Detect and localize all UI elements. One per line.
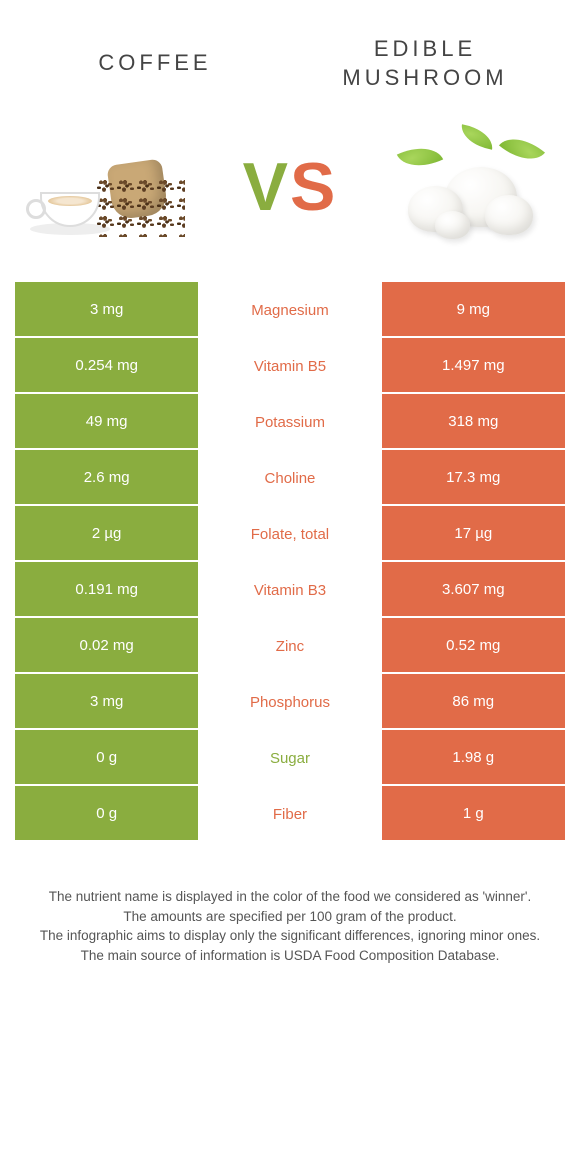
left-value: 2.6 mg	[15, 450, 198, 506]
left-value: 3 mg	[15, 282, 198, 338]
left-value: 0.191 mg	[15, 562, 198, 618]
footer-line: The amounts are specified per 100 gram o…	[30, 907, 550, 927]
right-value: 17 µg	[382, 506, 565, 562]
nutrient-label: Vitamin B5	[198, 338, 381, 394]
right-value: 1.497 mg	[382, 338, 565, 394]
left-value: 0 g	[15, 786, 198, 842]
left-value: 0.02 mg	[15, 618, 198, 674]
nutrient-label: Fiber	[198, 786, 381, 842]
nutrient-label: Folate, total	[198, 506, 381, 562]
table-row: 49 mgPotassium318 mg	[15, 394, 565, 450]
nutrient-label: Zinc	[198, 618, 381, 674]
coffee-illustration	[30, 127, 190, 247]
table-row: 0.254 mgVitamin B51.497 mg	[15, 338, 565, 394]
table-row: 3 mgMagnesium9 mg	[15, 282, 565, 338]
mushroom-illustration	[390, 127, 550, 247]
vs-s: S	[290, 149, 337, 225]
left-food-title: Coffee	[34, 49, 277, 78]
left-value: 49 mg	[15, 394, 198, 450]
table-row: 0.02 mgZinc0.52 mg	[15, 618, 565, 674]
footer-line: The main source of information is USDA F…	[30, 946, 550, 966]
vs-v: V	[243, 149, 290, 225]
table-row: 0.191 mgVitamin B33.607 mg	[15, 562, 565, 618]
nutrient-label: Choline	[198, 450, 381, 506]
right-value: 1 g	[382, 786, 565, 842]
left-value: 2 µg	[15, 506, 198, 562]
nutrient-label: Potassium	[198, 394, 381, 450]
right-value: 318 mg	[382, 394, 565, 450]
right-value: 1.98 g	[382, 730, 565, 786]
footer-notes: The nutrient name is displayed in the co…	[0, 842, 580, 965]
right-value: 86 mg	[382, 674, 565, 730]
left-value: 0 g	[15, 730, 198, 786]
right-value: 3.607 mg	[382, 562, 565, 618]
table-row: 3 mgPhosphorus86 mg	[15, 674, 565, 730]
footer-line: The infographic aims to display only the…	[30, 926, 550, 946]
hero-row: VS	[0, 117, 580, 282]
right-food-title: Edible mushroom	[304, 35, 547, 92]
table-row: 2 µgFolate, total17 µg	[15, 506, 565, 562]
right-value: 0.52 mg	[382, 618, 565, 674]
nutrient-label: Magnesium	[198, 282, 381, 338]
right-value: 9 mg	[382, 282, 565, 338]
table-row: 0 gFiber1 g	[15, 786, 565, 842]
nutrient-label: Sugar	[198, 730, 381, 786]
footer-line: The nutrient name is displayed in the co…	[30, 887, 550, 907]
nutrient-table: 3 mgMagnesium9 mg0.254 mgVitamin B51.497…	[15, 282, 565, 842]
left-value: 0.254 mg	[15, 338, 198, 394]
nutrient-label: Vitamin B3	[198, 562, 381, 618]
nutrient-label: Phosphorus	[198, 674, 381, 730]
vs-label: VS	[243, 153, 338, 221]
table-row: 0 gSugar1.98 g	[15, 730, 565, 786]
header: Coffee Edible mushroom	[0, 0, 580, 117]
left-value: 3 mg	[15, 674, 198, 730]
right-value: 17.3 mg	[382, 450, 565, 506]
table-row: 2.6 mgCholine17.3 mg	[15, 450, 565, 506]
